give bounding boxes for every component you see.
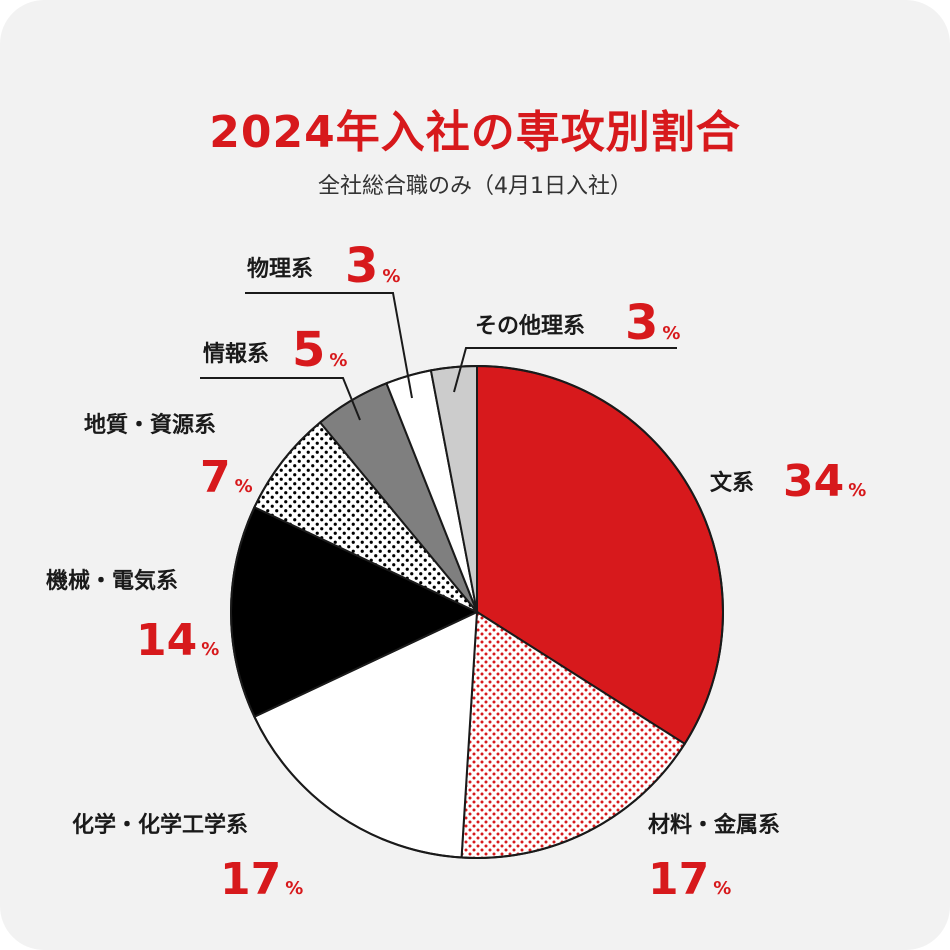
slice-label-kagaku: 化学・化学工学系	[72, 812, 248, 838]
leader-line-sonota	[453, 347, 677, 393]
leader-line-butsuri	[245, 292, 413, 399]
leader-lines	[200, 292, 677, 421]
slice-value-butsuri: 3%	[345, 238, 400, 294]
slice-label-zairyo: 材料・金属系	[648, 812, 780, 838]
slice-value-kikai: 14%	[136, 615, 219, 666]
slice-label-butsuri: 物理系	[247, 256, 313, 282]
pie-slices	[230, 364, 724, 859]
slice-label-joho: 情報系	[203, 341, 269, 367]
slice-value-bunkei: 34%	[783, 456, 866, 507]
chart-subtitle: 全社総合職のみ（4月1日入社）	[318, 174, 632, 199]
slice-label-chishitsu: 地質・資源系	[84, 412, 216, 438]
slice-value-kagaku: 17%	[220, 854, 303, 905]
slice-value-chishitsu: 7%	[200, 452, 253, 503]
leader-line-joho	[200, 377, 361, 421]
slice-labels: 文系 34 % 材料・金属系 17 % 化学・化学工学系 17 % 機械・電気系 14 % 地質・資源系…	[46, 238, 866, 905]
slice-value-zairyo: 17%	[648, 854, 731, 905]
slice-label-kikai: 機械・電気系	[46, 568, 178, 594]
slice-label-sonota: その他理系	[475, 314, 585, 339]
slice-value-sonota: 3%	[625, 295, 680, 351]
chart-title: 2024年入社の専攻別割合	[209, 107, 741, 158]
pie-outline	[230, 365, 724, 859]
slice-value-joho: 5%	[292, 322, 347, 378]
slice-label-bunkei: 文系	[710, 470, 754, 496]
